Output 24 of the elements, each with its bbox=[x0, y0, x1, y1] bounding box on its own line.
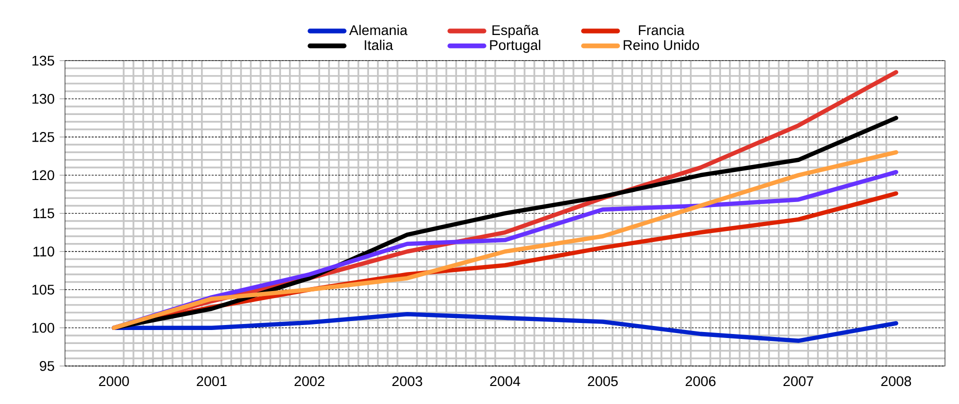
legend-label: España bbox=[492, 24, 539, 38]
y-tick-label: 120 bbox=[32, 170, 54, 180]
legend-label: Italia bbox=[364, 40, 394, 50]
x-tick-label: 2001 bbox=[196, 376, 227, 386]
y-tick-label: 130 bbox=[32, 94, 54, 104]
legend-label: Portugal bbox=[490, 40, 540, 53]
y-tick-label: 135 bbox=[32, 56, 54, 66]
y-tick-label: 125 bbox=[32, 132, 54, 142]
x-tick-label: 2002 bbox=[294, 376, 324, 386]
legend-label: Reino Unido bbox=[624, 40, 700, 50]
y-tick-label: 115 bbox=[33, 208, 54, 218]
y-tick-label: 95 bbox=[40, 361, 54, 371]
y-tick-label: 110 bbox=[33, 246, 54, 256]
legend-label: Francia bbox=[638, 24, 684, 36]
x-tick-label: 2000 bbox=[99, 376, 129, 386]
legend-label: Alemania bbox=[349, 24, 408, 36]
x-tick-label: 2005 bbox=[588, 376, 618, 386]
y-tick-label: 105 bbox=[32, 284, 54, 295]
x-tick-label: 2006 bbox=[686, 376, 716, 386]
y-tick-label: 100 bbox=[32, 322, 54, 333]
x-tick-label: 2007 bbox=[783, 376, 814, 386]
x-tick-label: 2004 bbox=[490, 376, 520, 386]
x-tick-label: 2003 bbox=[392, 376, 422, 386]
x-tick-label: 2008 bbox=[881, 376, 912, 386]
